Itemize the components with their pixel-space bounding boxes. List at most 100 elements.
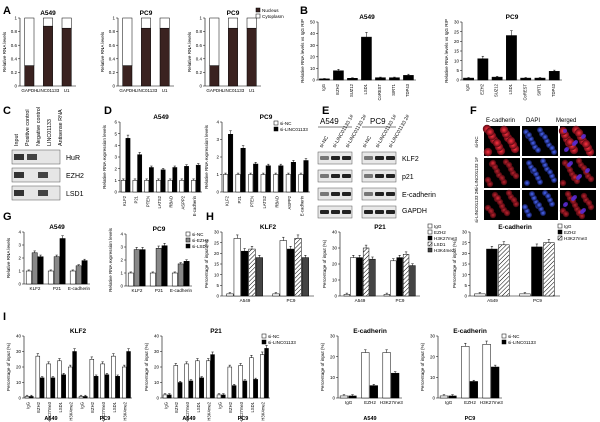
bar	[272, 293, 280, 297]
x-tick-label: IgG	[465, 84, 470, 91]
legend-label: si-LINC01133	[508, 340, 536, 345]
x-tick-label: U1	[162, 88, 168, 93]
chart-title: E-cadherin	[453, 328, 487, 335]
bar	[100, 363, 105, 399]
legend-label: si-NC	[268, 334, 280, 339]
y-tick-label: 2	[216, 155, 219, 160]
legend-label: EZH2	[434, 230, 446, 235]
x-tick-label: LATS2	[262, 195, 267, 208]
x-tick-label: GAPDH	[119, 88, 135, 93]
bar	[43, 17, 53, 27]
bar	[209, 17, 220, 66]
bar	[227, 366, 233, 399]
bar	[122, 65, 133, 87]
blot-band	[331, 210, 340, 214]
if-col-dapi: DAPI	[526, 118, 540, 124]
bar	[221, 394, 226, 399]
if-cell	[564, 202, 568, 206]
bar	[149, 167, 154, 193]
bar	[160, 169, 166, 193]
blot-band	[342, 192, 351, 196]
y-tick-label: 5	[456, 68, 459, 73]
if-cell	[505, 189, 513, 197]
band-label-hur: HuR	[66, 155, 80, 162]
bar	[253, 163, 259, 193]
legend-label: EZH2	[564, 230, 576, 235]
x-tick-label: LSD1	[250, 401, 255, 412]
bar	[61, 374, 66, 399]
y-tick-label: 0.4	[196, 56, 203, 61]
bar	[125, 138, 131, 193]
bar	[83, 396, 88, 399]
bar	[361, 36, 372, 81]
if-cell	[582, 134, 586, 138]
if-cell	[582, 208, 586, 212]
y-tick-label: 1	[199, 16, 202, 21]
y-tick-label: 0	[156, 396, 159, 401]
bar	[156, 180, 161, 193]
bar	[482, 344, 491, 399]
x-tick-label: H3K27me3	[101, 401, 106, 422]
y-tick-label: 5	[216, 283, 219, 288]
if-cell	[484, 176, 492, 184]
chart-title: PC9	[153, 226, 166, 233]
y-axis-label: Relative RNA levels vs IgG RIP	[444, 19, 449, 83]
bar	[348, 395, 357, 399]
x-tick-label: GAPDH	[206, 88, 222, 93]
y-tick-label: 20	[154, 365, 160, 370]
x-tick-label: SUZ12	[349, 83, 354, 97]
bar	[122, 17, 133, 66]
bar	[238, 365, 243, 399]
y-tick-label: 0	[199, 84, 202, 89]
y-tick-label: 10	[462, 272, 468, 277]
group-label: PC9	[100, 416, 111, 422]
if-cell	[492, 138, 502, 148]
x-tick-label: KLF2	[30, 286, 41, 291]
bar	[383, 294, 391, 297]
if-cell	[565, 147, 569, 151]
x-tick-label: P21	[53, 286, 62, 291]
x-tick-label: PC9	[396, 298, 405, 303]
bar	[68, 366, 73, 399]
y-tick-label: 0.6	[109, 43, 116, 48]
y-tick-label: 0.2	[196, 70, 203, 75]
group-label: A549	[44, 416, 57, 422]
y-tick-label: 0	[112, 84, 115, 89]
blot-band	[375, 210, 384, 214]
legend-swatch	[427, 229, 433, 235]
y-tick-label: 10	[154, 380, 160, 385]
bar	[390, 260, 397, 297]
y-tick-label: 25	[462, 240, 468, 245]
chart-g2: PC9 Relative RNA expression levels 0 1 2 3 4 KL…	[108, 226, 209, 293]
y-tick-label: 0.6	[11, 43, 18, 48]
blot-group-pc9: PC9	[370, 117, 386, 126]
x-tick-label: E-cadherin	[192, 195, 197, 216]
x-tick-label: RBAD	[275, 196, 280, 208]
bar	[133, 249, 140, 287]
x-tick-label: KLF2	[224, 195, 229, 206]
y-tick-label: 30	[330, 334, 336, 339]
y-tick-label: 20	[462, 251, 468, 256]
y-tick-label: 30	[16, 349, 22, 354]
bar	[89, 359, 95, 399]
bar	[391, 372, 400, 399]
y-tick-label: 10	[332, 278, 338, 283]
y-tick-label: 1	[120, 271, 123, 276]
legend-label: si-NC	[192, 232, 204, 237]
bar	[264, 348, 269, 399]
x-tick-label: LSD1	[508, 83, 513, 94]
if-cell	[559, 179, 567, 187]
bar	[46, 363, 51, 399]
y-tick-label: 4	[120, 232, 123, 237]
band-label-p21: p21	[402, 174, 414, 181]
if-cell	[574, 140, 578, 144]
if-cell	[526, 160, 532, 166]
legend-label: si-NC	[508, 334, 520, 339]
blot-band	[342, 210, 351, 214]
bar	[520, 77, 532, 81]
x-tick-label: EZH2	[479, 83, 484, 94]
x-tick-label: EZH2	[464, 400, 476, 405]
group-label: PC9	[465, 416, 476, 422]
bar	[260, 174, 266, 193]
bar	[491, 366, 500, 399]
